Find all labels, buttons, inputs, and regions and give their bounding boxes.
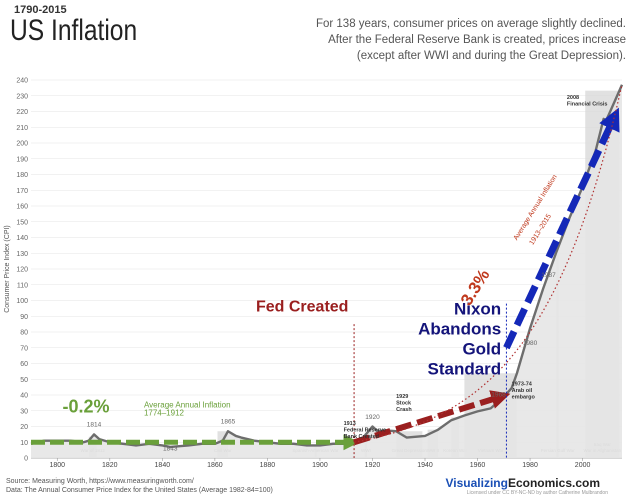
oil-embargo-label: Arab oil xyxy=(512,388,533,394)
x-tick-label: 1960 xyxy=(470,462,486,469)
y-tick-label: 220 xyxy=(16,109,28,116)
year-label: 1920 xyxy=(365,414,380,421)
stock-crash-label: Crash xyxy=(396,407,412,413)
cpi-area xyxy=(31,84,622,458)
y-tick-label: 70 xyxy=(20,345,28,352)
subtitle-line-2: After the Federal Reserve Bank is create… xyxy=(328,34,626,46)
y-tick-label: 50 xyxy=(20,377,28,384)
x-tick-label: 1980 xyxy=(522,462,538,469)
y-tick-label: 190 xyxy=(16,156,28,163)
trend-arrow-fed-era xyxy=(353,390,511,446)
year-label: 1980 xyxy=(523,340,538,347)
stock-crash-label: 1929 xyxy=(396,394,408,400)
y-tick-label: 120 xyxy=(16,267,28,274)
year-label: 1987 xyxy=(541,272,556,279)
nixon-label-line: Nixon xyxy=(454,300,501,319)
fed-created-label: Fed Created xyxy=(256,299,348,316)
y-tick-label: 180 xyxy=(16,172,28,179)
financial-crisis-label: 2008 xyxy=(567,95,579,101)
trend-line-3-3-percent xyxy=(353,84,623,443)
subtitle-line-1: For 138 years, consumer prices on averag… xyxy=(315,18,626,30)
rate-before-value: -0.2% xyxy=(63,396,110,416)
y-tick-label: 210 xyxy=(16,125,28,132)
fed-reserve-event-label: Federal Reserve xyxy=(344,427,387,433)
x-tick-label: 1900 xyxy=(312,462,328,469)
y-tick-label: 40 xyxy=(20,393,28,400)
y-tick-label: 90 xyxy=(20,314,28,321)
y-tick-label: 160 xyxy=(16,204,28,211)
chart-date-range: 1790-2015 xyxy=(14,4,67,16)
y-tick-label: 140 xyxy=(16,235,28,242)
year-label: 1814 xyxy=(87,422,102,429)
year-label: 1843 xyxy=(163,445,178,452)
y-tick-label: 110 xyxy=(17,282,28,289)
oil-embargo-label: embargo xyxy=(512,395,536,401)
stock-crash-label: Stock xyxy=(396,401,412,407)
rate-before-label: Average Annual Inflation xyxy=(144,401,231,410)
nixon-label-line: Gold xyxy=(462,340,501,359)
brand-prefix: Visualizing xyxy=(445,476,508,490)
x-tick-label: 2000 xyxy=(575,462,591,469)
x-tick-label: 1940 xyxy=(417,462,433,469)
x-tick-label: 1800 xyxy=(49,462,65,469)
y-tick-label: 80 xyxy=(20,330,28,337)
x-tick-label: 1820 xyxy=(102,462,118,469)
brand-logo[interactable]: VisualizingEconomics.com xyxy=(446,476,601,490)
rate-before-period: 1774–1912 xyxy=(144,408,185,417)
chart-title: US Inflation xyxy=(10,14,138,47)
y-tick-label: 0 xyxy=(24,456,28,463)
y-axis-label: Consumer Price Index (CPI) xyxy=(4,225,11,313)
y-tick-label: 240 xyxy=(16,78,28,85)
license-note: Licensed under CC BY-NC-ND by author Cat… xyxy=(466,490,608,496)
x-tick-label: 1840 xyxy=(155,462,171,469)
year-label: 1968 xyxy=(491,392,506,399)
trend-arrow-post-nixon xyxy=(503,107,620,350)
oil-embargo-label: 1973-74 xyxy=(512,382,533,388)
y-tick-label: 230 xyxy=(16,93,28,100)
y-tick-label: 170 xyxy=(16,188,28,195)
y-tick-label: 10 xyxy=(20,440,28,447)
y-tick-label: 200 xyxy=(16,141,28,148)
x-tick-label: 1920 xyxy=(365,462,381,469)
brand-suffix: Economics.com xyxy=(507,476,600,490)
y-tick-label: 30 xyxy=(20,408,28,415)
x-tick-label: 1880 xyxy=(260,462,276,469)
chart-subtitle: For 138 years, consumer prices on averag… xyxy=(296,16,626,64)
fed-reserve-event-label: 1913 xyxy=(344,421,356,427)
data-note: Data: The Annual Consumer Price Index fo… xyxy=(6,487,273,494)
y-tick-label: 150 xyxy=(16,219,28,226)
fed-reserve-event-label: Bank Created xyxy=(344,434,379,440)
subtitle-line-3: (except after WWI and during the Great D… xyxy=(356,50,626,62)
financial-crisis-label: Financial Crisis xyxy=(567,101,608,107)
y-tick-label: 130 xyxy=(16,251,28,258)
y-tick-label: 20 xyxy=(20,424,28,431)
source-note: Source: Measuring Worth, https://www.mea… xyxy=(6,478,194,485)
x-tick-label: 1860 xyxy=(207,462,223,469)
nixon-label-line: Standard xyxy=(427,360,501,379)
nixon-label-line: Abandons xyxy=(418,320,501,339)
y-tick-label: 60 xyxy=(20,361,28,368)
year-label: 1865 xyxy=(221,419,236,426)
y-tick-label: 100 xyxy=(16,298,28,305)
